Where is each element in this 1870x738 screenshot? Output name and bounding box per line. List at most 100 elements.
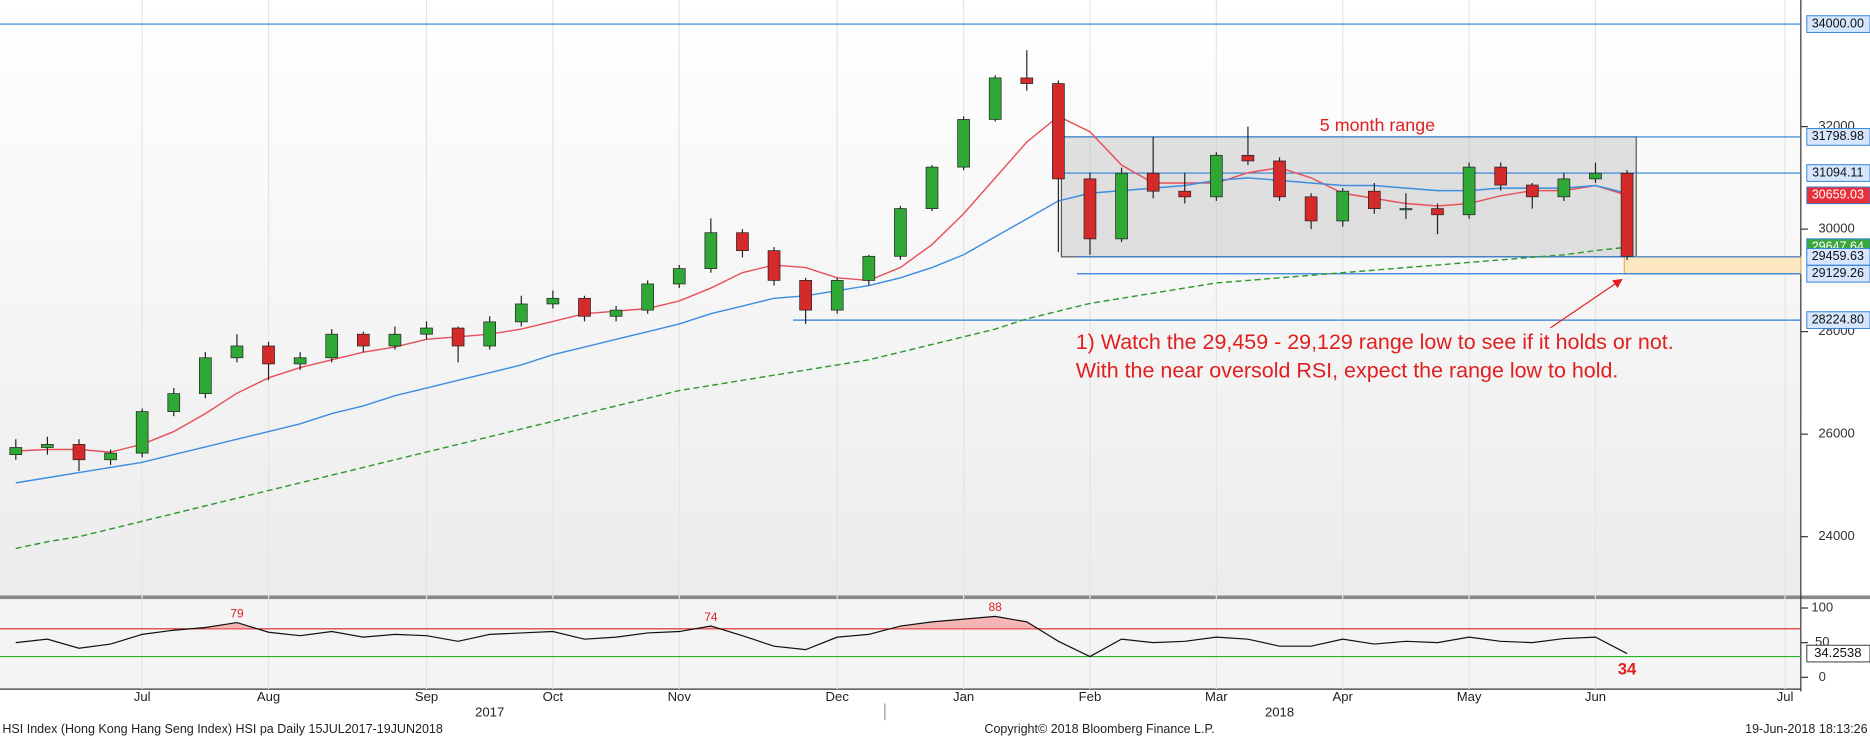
candle-body [1304,196,1318,222]
candle-body [1273,160,1286,198]
rsi-peak-label: 74 [704,610,718,624]
candle-body [199,357,212,395]
x-tick-label: Sep [415,689,438,704]
price-label-box [1806,311,1870,329]
x-tick-label: Jan [953,689,974,704]
candle-body [830,280,844,311]
candle-body [293,357,307,365]
candle-body [41,444,54,448]
candle-body [1557,178,1571,198]
price-label: 31798.98 [1812,129,1864,143]
candle-body [894,208,907,257]
candle-body [135,411,149,454]
candle-body [72,444,86,461]
candle-body [104,452,117,461]
candle-body [1020,77,1034,84]
rsi-panel [0,599,1801,690]
candle-body [1462,166,1476,216]
candle-body [388,333,402,347]
candle-body [1210,154,1223,198]
price-label-box [1806,164,1870,182]
candle-body [1367,190,1381,209]
candle-body [230,345,244,359]
candle-body [1525,184,1539,198]
price-label-box [1806,264,1870,283]
price-label-box [1806,15,1870,33]
y-tick-label: 30000 [1818,221,1854,236]
candle-body [357,333,370,347]
rsi-last-box [1806,644,1870,663]
x-tick-label: Dec [826,689,850,704]
rsi-tick-label: 100 [1811,599,1833,614]
price-label: 29129.26 [1812,266,1864,280]
candle-body [1589,172,1602,180]
rsi-overbought-fill [195,616,1038,629]
candle-body [325,333,339,359]
moving-average [15,177,1628,484]
candle-body [1052,83,1065,180]
x-tick-label: May [1457,689,1482,704]
candle-body [167,393,181,412]
x-tick-label: Jul [1777,689,1794,704]
candle-body [546,297,560,305]
moving-average [15,246,1628,550]
x-tick-label: Apr [1333,689,1354,704]
candle-body [957,119,970,168]
y-tick-label: 26000 [1818,426,1854,441]
candle-body [609,309,623,317]
candle-body [925,166,939,209]
candle-body [1115,172,1128,240]
candle-body [1146,172,1160,192]
candle-body [1431,208,1444,216]
annotation: With the near oversold RSI, expect the r… [1076,359,1619,383]
rsi-peak-label: 79 [230,606,244,620]
candle-body [483,321,497,347]
year-label: 2017 [475,704,504,719]
y-tick-label: 24000 [1818,528,1854,543]
x-tick-label: Jun [1585,689,1606,704]
x-tick-label: Mar [1205,689,1228,704]
x-tick-label: Nov [668,689,692,704]
rsi-last-label: 34.2538 [1814,645,1861,660]
rsi-current: 34 [1618,659,1637,678]
price-label-box [1806,186,1870,205]
moving-average [15,115,1628,453]
price-label: 31094.11 [1812,165,1863,179]
footer-center: Copyright© 2018 Bloomberg Finance L.P. [984,722,1214,736]
rsi-tick-label: 0 [1819,669,1826,684]
candle-body [9,447,23,456]
price-label-box [1806,128,1870,146]
year-label: 2018 [1265,704,1294,719]
candle-body [672,268,686,285]
candle-body [1083,178,1097,240]
candle-body [420,327,433,335]
rsi-peak-label: 88 [989,600,1003,614]
candle-body [1399,208,1413,211]
candle-body [799,280,812,311]
candle-body [1494,166,1508,186]
candle-body [578,297,591,317]
annotation: 1) Watch the 29,459 - 29,129 range low t… [1076,330,1674,354]
candle-body [514,303,528,323]
candle-body [641,283,654,311]
target-zone [1623,256,1802,275]
footer-left: HSI Index (Hong Kong Hang Seng Index) HS… [2,722,442,736]
candle-body [1620,172,1634,257]
price-panel [0,0,1801,597]
range-label: 5 month range [1320,115,1435,135]
x-tick-label: Aug [257,689,280,704]
candle-body [262,345,275,365]
candle-body [451,327,465,347]
candle-body [988,77,1002,120]
candle-body [862,255,876,281]
candle-body [736,232,749,252]
price-label: 28224.80 [1812,312,1864,326]
price-label: 34000.00 [1812,16,1864,30]
footer-right: 19-Jun-2018 18:13:26 [1745,722,1868,736]
candle-body [767,250,781,281]
candle-body [1336,190,1350,222]
candle-body [1241,154,1255,162]
x-tick-label: Jul [134,689,151,704]
